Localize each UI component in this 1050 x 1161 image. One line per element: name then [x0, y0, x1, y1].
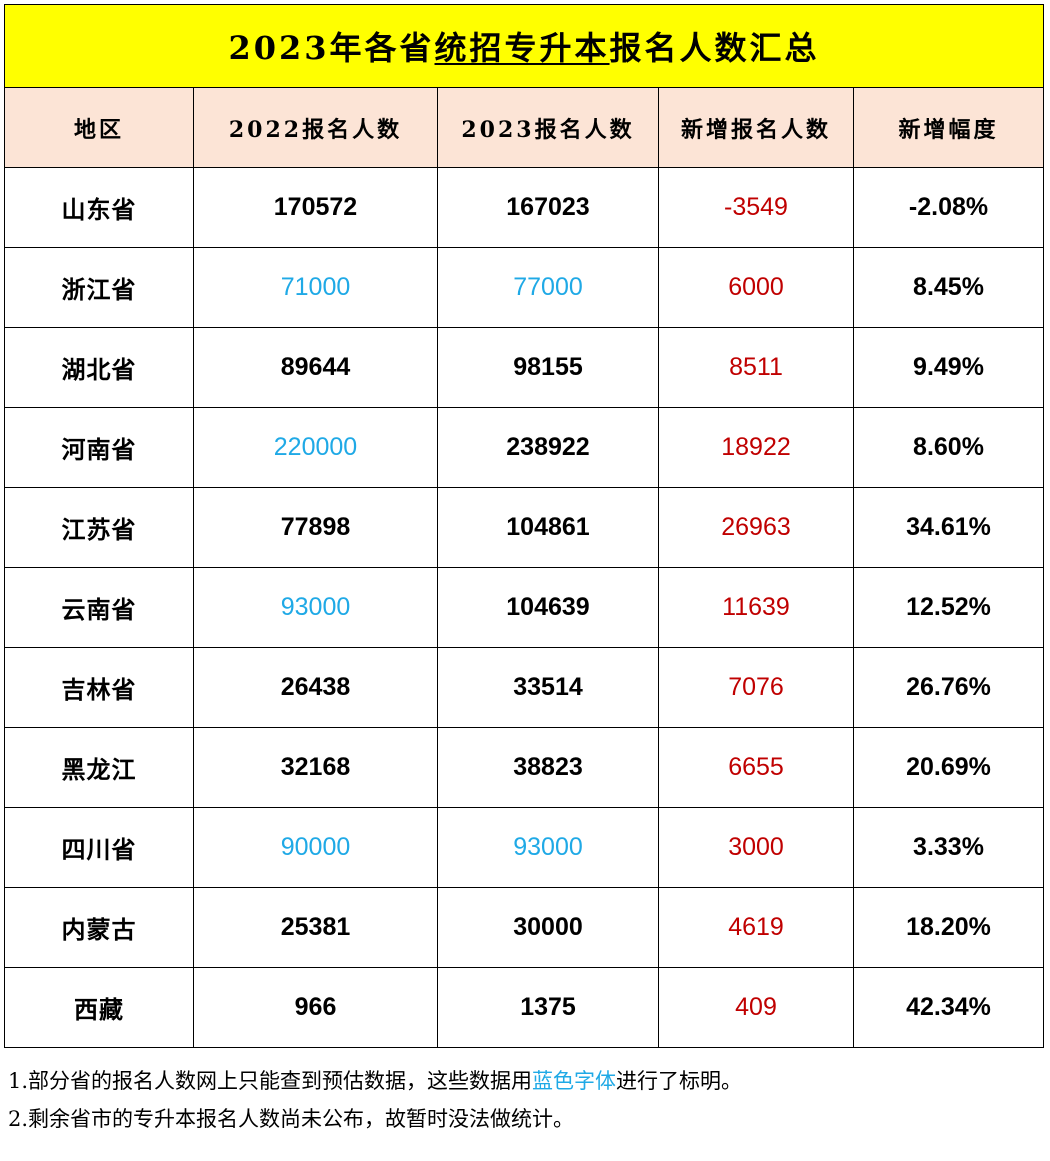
header-increase: 新增报名人数 [658, 87, 854, 168]
header-region: 地区 [4, 87, 194, 168]
cell-increase: 3000 [658, 807, 854, 888]
cell-2023: 167023 [437, 167, 659, 248]
note-1: 1.部分省的报名人数网上只能查到预估数据，这些数据用蓝色字体进行了标明。 [8, 1062, 1043, 1100]
cell-rate: 34.61% [853, 487, 1044, 568]
cell-rate: 20.69% [853, 727, 1044, 808]
cell-rate: 18.20% [853, 887, 1044, 968]
cell-increase: 8511 [658, 327, 854, 408]
cell-region: 浙江省 [4, 247, 194, 328]
cell-increase: 6000 [658, 247, 854, 328]
title-part-2: 统招专升本 [434, 29, 610, 67]
cell-2023: 104861 [437, 487, 659, 568]
cell-rate: 12.52% [853, 567, 1044, 648]
cell-2023: 30000 [437, 887, 659, 968]
table-row: 内蒙古 25381 30000 4619 18.20% [4, 887, 1044, 968]
table-row: 吉林省 26438 33514 7076 26.76% [4, 647, 1044, 728]
cell-increase: -3549 [658, 167, 854, 248]
cell-2022: 71000 [193, 247, 438, 328]
table-row: 西藏 966 1375 409 42.34% [4, 967, 1044, 1048]
table-row: 湖北省 89644 98155 8511 9.49% [4, 327, 1044, 408]
table-row: 黑龙江 32168 38823 6655 20.69% [4, 727, 1044, 808]
cell-region: 西藏 [4, 967, 194, 1048]
cell-2023: 38823 [437, 727, 659, 808]
cell-2023: 33514 [437, 647, 659, 728]
cell-2023: 238922 [437, 407, 659, 488]
cell-increase: 6655 [658, 727, 854, 808]
cell-increase: 4619 [658, 887, 854, 968]
cell-2023: 104639 [437, 567, 659, 648]
cell-increase: 7076 [658, 647, 854, 728]
cell-2022: 93000 [193, 567, 438, 648]
cell-rate: 8.45% [853, 247, 1044, 328]
cell-rate: 42.34% [853, 967, 1044, 1048]
table-title: 2023年各省统招专升本报名人数汇总 [4, 4, 1044, 88]
cell-2022: 25381 [193, 887, 438, 968]
cell-rate: 8.60% [853, 407, 1044, 488]
cell-2023: 98155 [437, 327, 659, 408]
header-row: 地区 2022报名人数 2023报名人数 新增报名人数 新增幅度 [4, 87, 1044, 168]
table-row: 山东省 170572 167023 -3549 -2.08% [4, 167, 1044, 248]
cell-2022: 966 [193, 967, 438, 1048]
cell-2023: 93000 [437, 807, 659, 888]
cell-rate: 3.33% [853, 807, 1044, 888]
cell-region: 云南省 [4, 567, 194, 648]
cell-rate: 26.76% [853, 647, 1044, 728]
cell-2022: 170572 [193, 167, 438, 248]
note-1-highlight: 蓝色字体 [532, 1069, 617, 1093]
cell-increase: 18922 [658, 407, 854, 488]
cell-region: 山东省 [4, 167, 194, 248]
cell-2022: 32168 [193, 727, 438, 808]
note-2: 2.剩余省市的专升本报名人数尚未公布，故暂时没法做统计。 [8, 1107, 575, 1131]
note-1-suffix: 进行了标明。 [616, 1069, 743, 1093]
cell-region: 河南省 [4, 407, 194, 488]
cell-rate: -2.08% [853, 167, 1044, 248]
table-row: 四川省 90000 93000 3000 3.33% [4, 807, 1044, 888]
cell-region: 四川省 [4, 807, 194, 888]
note-1-prefix: 1.部分省的报名人数网上只能查到预估数据，这些数据用 [8, 1069, 533, 1093]
cell-region: 江苏省 [4, 487, 194, 568]
header-2023: 2023报名人数 [437, 87, 659, 168]
notes: 1.部分省的报名人数网上只能查到预估数据，这些数据用蓝色字体进行了标明。 2.剩… [8, 1062, 1043, 1138]
cell-2022: 77898 [193, 487, 438, 568]
table-row: 江苏省 77898 104861 26963 34.61% [4, 487, 1044, 568]
cell-2023: 1375 [437, 967, 659, 1048]
cell-2022: 89644 [193, 327, 438, 408]
table-row: 浙江省 71000 77000 6000 8.45% [4, 247, 1044, 328]
cell-2022: 90000 [193, 807, 438, 888]
cell-2023: 77000 [437, 247, 659, 328]
cell-increase: 409 [658, 967, 854, 1048]
table-row: 河南省 220000 238922 18922 8.60% [4, 407, 1044, 488]
header-rate: 新增幅度 [853, 87, 1044, 168]
summary-table: 2023年各省统招专升本报名人数汇总 地区 2022报名人数 2023报名人数 … [4, 4, 1044, 1048]
cell-2022: 26438 [193, 647, 438, 728]
cell-increase: 26963 [658, 487, 854, 568]
cell-2022: 220000 [193, 407, 438, 488]
cell-region: 黑龙江 [4, 727, 194, 808]
cell-region: 吉林省 [4, 647, 194, 728]
cell-rate: 9.49% [853, 327, 1044, 408]
header-2022: 2022报名人数 [193, 87, 438, 168]
cell-increase: 11639 [658, 567, 854, 648]
title-part-3: 报名人数汇总 [609, 29, 820, 67]
table-row: 云南省 93000 104639 11639 12.52% [4, 567, 1044, 648]
cell-region: 内蒙古 [4, 887, 194, 968]
cell-region: 湖北省 [4, 327, 194, 408]
title-part-1: 2023年各省 [228, 29, 435, 67]
